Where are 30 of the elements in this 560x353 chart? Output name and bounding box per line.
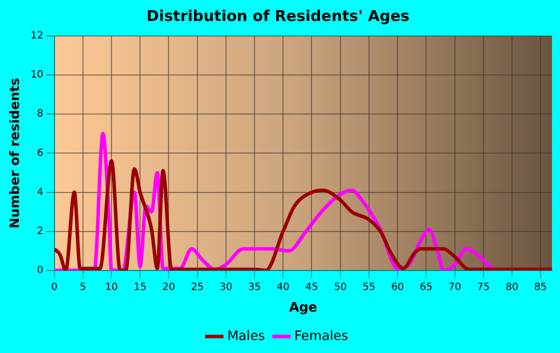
x-tick-label: 70 — [448, 282, 462, 293]
x-tick-label: 20 — [162, 282, 176, 293]
x-tick-label: 50 — [334, 282, 347, 293]
x-tick-label: 15 — [134, 282, 146, 293]
y-axis-title: Number of residents — [8, 78, 24, 229]
legend-label: Females — [294, 328, 348, 344]
x-tick-label: 35 — [248, 282, 261, 293]
x-tick-label: 10 — [105, 282, 118, 293]
x-tick-label: 55 — [362, 282, 376, 293]
y-tick-label: 8 — [36, 108, 44, 120]
x-tick-label: 30 — [220, 282, 232, 293]
y-tick-label: 4 — [36, 186, 44, 198]
y-tick-label: 0 — [36, 264, 44, 276]
legend-label: Males — [227, 328, 266, 344]
x-axis-title: Age — [289, 300, 318, 316]
y-tick-label: 10 — [30, 70, 44, 81]
y-tick-label: 6 — [36, 148, 44, 159]
x-tick-label: 65 — [420, 282, 433, 293]
x-tick-label: 80 — [506, 282, 518, 293]
y-tick-label: 2 — [36, 226, 44, 237]
x-tick-label: 45 — [305, 282, 318, 293]
x-tick-label: 25 — [190, 282, 204, 293]
chart-title: Distribution of Residents' Ages — [146, 6, 410, 25]
y-tick-label: 12 — [30, 30, 44, 42]
x-tick-label: 60 — [391, 282, 404, 293]
x-tick-label: 40 — [276, 282, 290, 293]
x-tick-label: 5 — [80, 282, 86, 293]
x-tick-label: 75 — [476, 282, 490, 293]
x-tick-label: 85 — [534, 282, 547, 293]
x-tick-label: 0 — [51, 282, 58, 293]
